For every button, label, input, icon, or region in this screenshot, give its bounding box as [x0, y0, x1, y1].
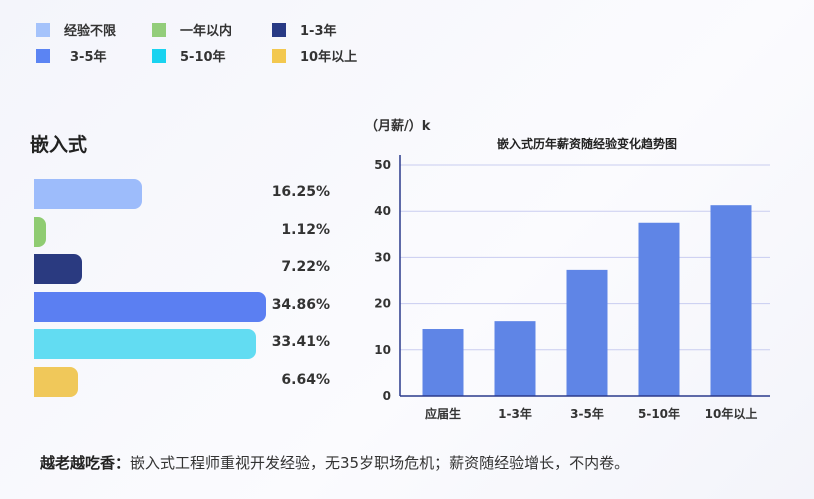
y-tick-label: 0 — [383, 389, 391, 403]
bar — [34, 367, 79, 397]
legend-swatch — [272, 48, 286, 63]
bar — [638, 222, 680, 396]
legend-item: 3-5年 — [36, 46, 107, 65]
legend-item: 经验不限 — [36, 20, 116, 39]
salary-trend-chart: （月薪/）k 嵌入式历年薪资随经验变化趋势图 0 10 20 30 40 50 应届生 1-3年 3… — [365, 118, 770, 421]
data-label: 7.22% — [281, 259, 330, 276]
y-tick-label: 10 — [374, 343, 391, 357]
legend-label: 5-10年 — [180, 50, 226, 65]
data-label: 34.86% — [271, 296, 330, 313]
legend-item: 10年以上 — [272, 46, 357, 65]
bar — [34, 179, 143, 209]
bar — [494, 321, 536, 396]
bar — [34, 291, 266, 322]
legend-label: 经验不限 — [64, 24, 117, 39]
legend-swatch — [272, 22, 286, 37]
data-label: 33.41% — [271, 334, 330, 351]
x-tick-label: 3-5年 — [570, 406, 604, 421]
x-tick-label: 10年以上 — [705, 406, 758, 421]
legend-swatch — [36, 48, 50, 63]
legend-label: 一年以内 — [180, 24, 233, 39]
legend-label: 10年以上 — [300, 50, 358, 65]
left-chart-title: 嵌入式 — [30, 134, 88, 156]
footer-text: 嵌入式工程师重视开发经验，无35岁职场危机；薪资随经验增长，不内卷。 — [130, 454, 630, 472]
bar — [566, 269, 608, 396]
footer-bold: 越老越吃香： — [40, 454, 131, 472]
legend-item: 1-3年 — [272, 20, 337, 39]
y-axis-label: （月薪/）k — [365, 118, 431, 134]
bar — [422, 329, 464, 396]
legend-label: 3-5年 — [70, 50, 107, 65]
bar — [34, 216, 46, 247]
bar — [34, 329, 257, 360]
footer-note: 越老越吃香：嵌入式工程师重视开发经验，无35岁职场危机；薪资随经验增长，不内卷。 — [40, 452, 629, 473]
legend-swatch — [36, 22, 50, 37]
legend-label: 1-3年 — [300, 24, 337, 39]
data-label: 6.64% — [281, 372, 330, 388]
y-tick-label: 30 — [374, 250, 391, 264]
data-label: 16.25% — [271, 184, 330, 200]
legend-swatch — [152, 22, 166, 37]
x-tick-label: 5-10年 — [638, 406, 680, 421]
y-tick-label: 20 — [374, 297, 391, 311]
chart-title: 嵌入式历年薪资随经验变化趋势图 — [497, 136, 677, 151]
y-tick-label: 50 — [374, 158, 391, 172]
data-label: 1.12% — [281, 221, 330, 238]
x-tick-label: 应届生 — [425, 406, 461, 421]
legend-swatch — [152, 48, 166, 63]
legend-item: 一年以内 — [152, 20, 232, 39]
bar — [710, 205, 752, 396]
legend-item: 5-10年 — [152, 46, 226, 65]
y-tick-label: 40 — [374, 204, 391, 218]
bar — [34, 254, 83, 285]
x-tick-label: 1-3年 — [498, 406, 532, 421]
